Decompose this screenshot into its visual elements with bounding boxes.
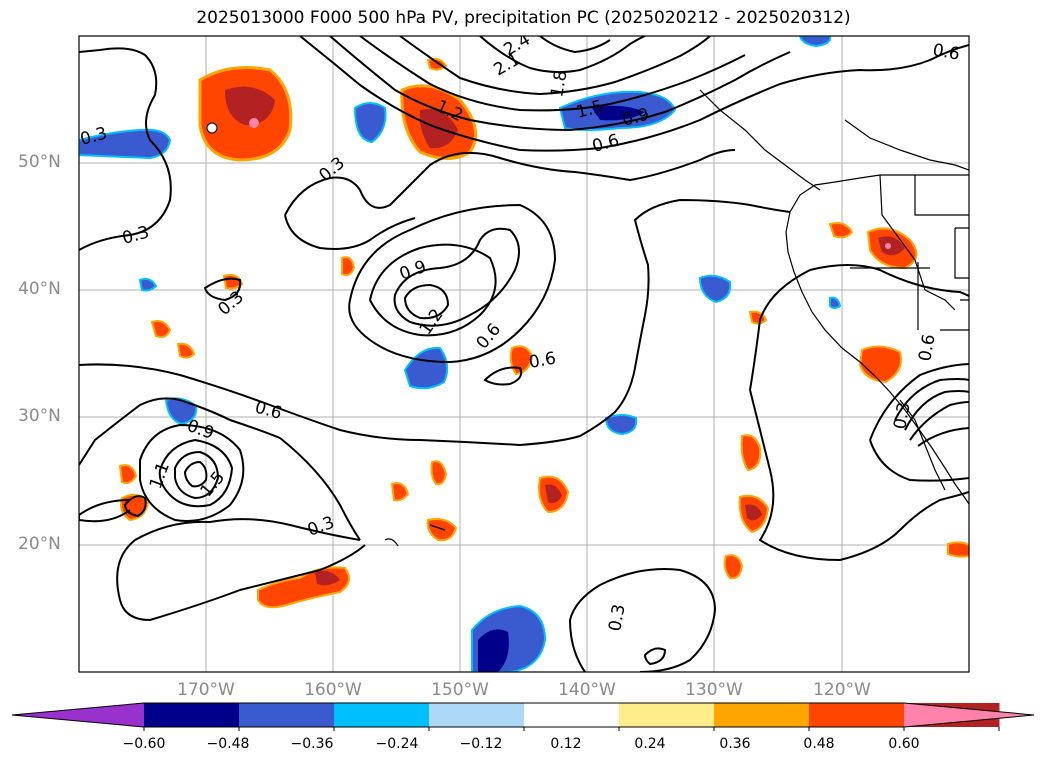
colorbar-segment — [524, 703, 620, 727]
contour-label: 0.6 — [915, 333, 939, 363]
contour-label: 0.6 — [931, 40, 961, 64]
colorbar-segment — [429, 703, 525, 727]
colorbar-tick-label: −0.24 — [375, 736, 419, 752]
colorbar-segment — [334, 703, 430, 727]
coastlines — [384, 89, 969, 547]
lon-tick-label: 150°W — [431, 680, 489, 700]
contour-label: 0.3 — [890, 401, 914, 431]
colorbar-segment — [619, 703, 715, 727]
colorbar-extend-high — [904, 703, 1034, 727]
lat-tick-label: 30°N — [18, 406, 61, 426]
figure-title: 2025013000 F000 500 hPa PV, precipitatio… — [196, 8, 851, 28]
colorbar-tick-label: −0.48 — [206, 736, 250, 752]
colorbar-segment — [239, 703, 335, 727]
gridlines — [79, 36, 969, 672]
lon-tick-label: 170°W — [177, 680, 235, 700]
colorbar-tick-label: 0.12 — [550, 736, 582, 752]
contour-label: 1.8 — [547, 69, 571, 99]
map-border — [78, 35, 970, 673]
lat-tick-label: 40°N — [18, 279, 61, 299]
colorbar-tick-label: −0.36 — [290, 736, 334, 752]
colorbar-tick-label: −0.60 — [122, 736, 166, 752]
lat-tick-label: 20°N — [18, 534, 61, 554]
contour-label: 0.6 — [527, 349, 557, 373]
pv-contours — [79, 36, 969, 672]
lon-tick-label: 160°W — [304, 680, 362, 700]
contour-label: 0.3 — [605, 603, 629, 633]
colorbar-tick-label: 0.48 — [803, 736, 835, 752]
colorbar-tick-label: 0.60 — [888, 736, 920, 752]
colorbar — [11, 702, 1035, 731]
colorbar-extend-low — [12, 703, 144, 727]
colorbar-tick-label: 0.36 — [719, 736, 751, 752]
colorbar-tick-label: 0.24 — [634, 736, 666, 752]
precip-positive-patches — [118, 57, 969, 609]
colorbar-tick-label: −0.12 — [459, 736, 503, 752]
colorbar-segment — [809, 703, 905, 727]
colorbar-segment — [714, 703, 810, 727]
lat-tick-label: 50°N — [18, 152, 61, 172]
lon-tick-label: 120°W — [813, 680, 871, 700]
lon-tick-label: 130°W — [685, 680, 743, 700]
lon-tick-label: 140°W — [558, 680, 616, 700]
colorbar-segment — [144, 703, 240, 727]
